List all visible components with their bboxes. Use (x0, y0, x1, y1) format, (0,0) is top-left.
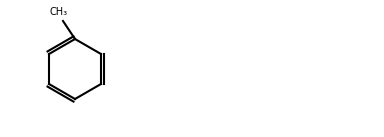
Text: CH₃: CH₃ (50, 7, 68, 17)
